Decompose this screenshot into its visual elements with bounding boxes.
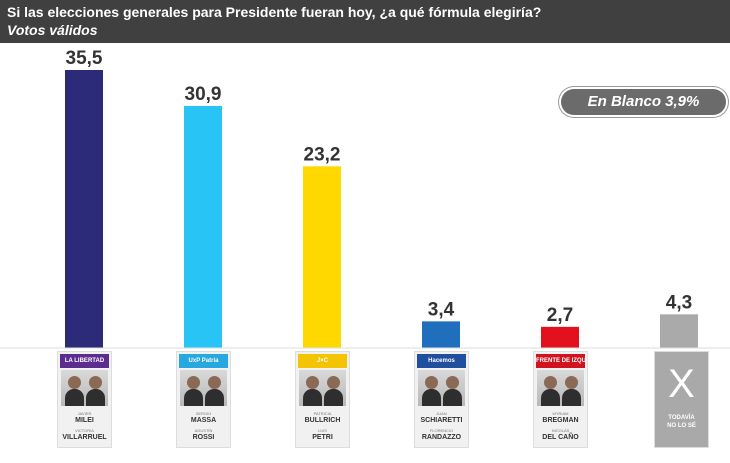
vice-first-name: LUIS bbox=[318, 428, 327, 433]
bar-6 bbox=[660, 314, 698, 348]
bar-value-label-5: 2,7 bbox=[547, 305, 573, 326]
vice-surname: VILLARRUEL bbox=[62, 434, 107, 441]
person-torso bbox=[184, 389, 203, 406]
chart-subtitle: Votos válidos bbox=[7, 22, 98, 38]
party-logo: Hacemos bbox=[417, 354, 466, 368]
person-torso bbox=[65, 389, 84, 406]
person-torso bbox=[205, 389, 224, 406]
vice-first-name: AGUSTÍN bbox=[194, 428, 213, 433]
candidates-photo bbox=[537, 370, 584, 406]
person-head bbox=[89, 376, 102, 389]
bar-value-label-3: 23,2 bbox=[304, 144, 341, 165]
president-surname: BREGMAN bbox=[542, 417, 579, 424]
chart-title: Si las elecciones generales para Preside… bbox=[7, 4, 542, 20]
person-torso bbox=[562, 389, 581, 406]
party-logo: UxP Patria bbox=[179, 354, 228, 368]
undecided-label: TODAVÍA NO LO SÉ bbox=[667, 415, 696, 429]
candidate-card-2: UxP Patria SERGIO MASSA AGUSTÍN ROSSI bbox=[176, 351, 231, 448]
undecided-card: X TODAVÍA NO LO SÉ bbox=[654, 351, 709, 448]
person-head bbox=[425, 376, 438, 389]
vice-first-name: FLORENCIO bbox=[429, 428, 454, 433]
bar-value-label-1: 35,5 bbox=[66, 48, 103, 69]
candidates-photo bbox=[418, 370, 465, 406]
candidates-photo bbox=[180, 370, 227, 406]
vice-surname: DEL CAÑO bbox=[542, 434, 579, 441]
president-surname: SCHIARETTI bbox=[420, 417, 463, 424]
chart-header: Si las elecciones generales para Preside… bbox=[0, 0, 730, 43]
person-torso bbox=[422, 389, 441, 406]
president-first-name: PATRICIA bbox=[313, 411, 332, 416]
person-head bbox=[446, 376, 459, 389]
person-torso bbox=[443, 389, 462, 406]
president-first-name: MYRIAM bbox=[552, 411, 569, 416]
president-surname: BULLRICH bbox=[304, 417, 341, 424]
president-first-name: JAVIER bbox=[77, 411, 92, 416]
party-logo: J×C bbox=[298, 354, 347, 368]
candidates-photo bbox=[299, 370, 346, 406]
party-logo: FRENTE DE IZQUIERDA bbox=[536, 354, 585, 368]
x-icon: X bbox=[668, 362, 695, 406]
vice-surname: PETRI bbox=[312, 434, 333, 441]
bar-value-label-6: 4,3 bbox=[666, 292, 692, 313]
vice-first-name: VICTORIA bbox=[75, 428, 94, 433]
bar-value-label-4: 3,4 bbox=[428, 299, 455, 320]
person-torso bbox=[541, 389, 560, 406]
president-surname: MASSA bbox=[190, 417, 217, 424]
bar-1 bbox=[65, 70, 103, 348]
president-surname: MILEI bbox=[75, 417, 94, 424]
person-head bbox=[68, 376, 81, 389]
person-head bbox=[565, 376, 578, 389]
bar-2 bbox=[184, 106, 222, 348]
candidate-card-4: Hacemos JUAN SCHIARETTI FLORENCIO RANDAZZO bbox=[414, 351, 469, 448]
vice-surname: ROSSI bbox=[192, 434, 215, 441]
candidates-photo bbox=[61, 370, 108, 406]
candidate-card-1: LA LIBERTAD JAVIER MILEI VICTORIA VILLARRUEL bbox=[57, 351, 112, 448]
person-torso bbox=[303, 389, 322, 406]
person-torso bbox=[86, 389, 105, 406]
person-torso bbox=[324, 389, 343, 406]
president-first-name: SERGIO bbox=[195, 411, 212, 416]
party-logo: LA LIBERTAD bbox=[60, 354, 109, 368]
person-head bbox=[208, 376, 221, 389]
person-head bbox=[327, 376, 340, 389]
person-head bbox=[187, 376, 200, 389]
blank-votes-badge: En Blanco 3,9% bbox=[561, 89, 726, 115]
bar-4 bbox=[422, 321, 460, 348]
president-first-name: JUAN bbox=[436, 411, 447, 416]
person-head bbox=[544, 376, 557, 389]
vice-surname: RANDAZZO bbox=[421, 434, 462, 441]
candidate-card-3: J×C PATRICIA BULLRICH LUIS PETRI bbox=[295, 351, 350, 448]
vice-first-name: NICOLÁS bbox=[551, 428, 570, 433]
bar-3 bbox=[303, 166, 341, 348]
bar-value-label-2: 30,9 bbox=[185, 84, 222, 105]
person-head bbox=[306, 376, 319, 389]
bar-5 bbox=[541, 326, 579, 348]
